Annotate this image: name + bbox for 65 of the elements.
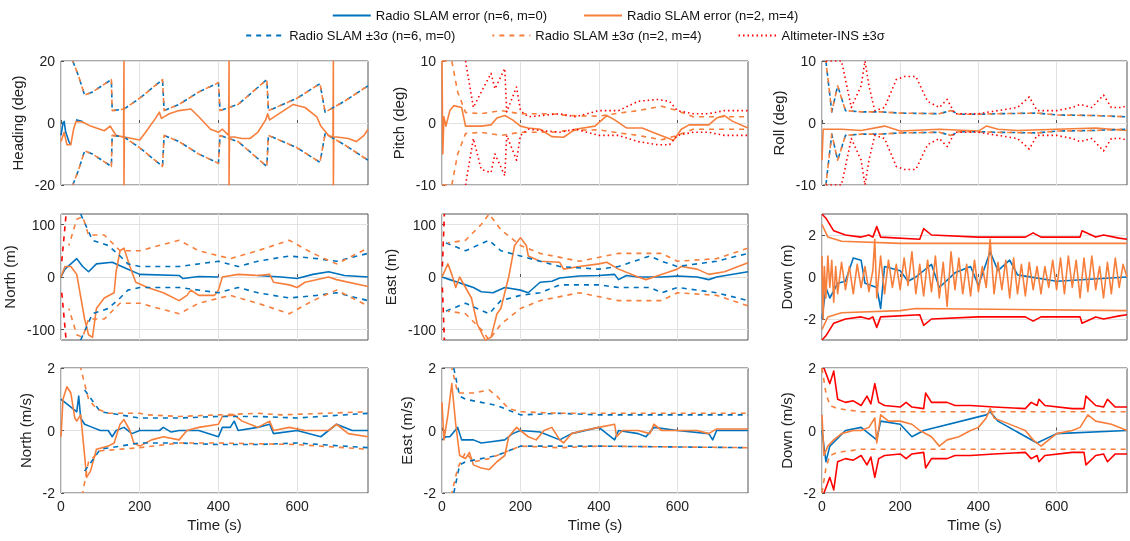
x-tick-label: 0: [818, 498, 827, 514]
legend-label: Radio SLAM ±3σ (n=6, m=0): [289, 28, 456, 43]
y-tick-label: 2: [47, 360, 56, 376]
y-axis-title: North (m): [1, 245, 18, 309]
x-tick-label: 400: [587, 498, 611, 514]
y-tick-label: 0: [47, 422, 56, 439]
legend-label: Altimeter-INS ±3σ: [781, 28, 885, 43]
x-axis-title: Time (s): [567, 516, 623, 533]
legend-label: Radio SLAM error (n=2, m=4): [627, 8, 799, 23]
legend-label: Radio SLAM ±3σ (n=2, m=4): [535, 28, 702, 43]
y-axis-title: Roll (deg): [770, 90, 787, 156]
x-tick-label: 0: [57, 498, 66, 514]
y-tick-label: 100: [31, 216, 56, 233]
x-tick-label: 0: [438, 498, 447, 514]
y-tick-label: -20: [34, 177, 56, 193]
y-tick-label: 20: [39, 53, 56, 69]
line-series: [821, 213, 1128, 240]
y-axis-title: Down (m): [778, 244, 795, 310]
line-series: [821, 410, 1128, 463]
x-tick-label: 200: [508, 498, 533, 514]
y-tick-label: -10: [795, 177, 817, 193]
x-tick-label: 200: [128, 498, 152, 514]
line-series: [60, 60, 369, 186]
y-tick-label: 0: [47, 115, 56, 131]
y-tick-label: 0: [808, 269, 817, 285]
line-series: [83, 389, 369, 419]
y-tick-label: -10: [415, 177, 437, 193]
y-axis-title: East (m): [382, 248, 399, 306]
line-series: [445, 239, 749, 270]
y-tick-label: 2: [428, 360, 437, 376]
x-tick-label: 600: [665, 498, 690, 514]
y-tick-label: 0: [428, 115, 437, 131]
legend-label: Radio SLAM error (n=6, m=0): [375, 8, 547, 23]
y-tick-label: 10: [800, 53, 817, 69]
y-axis-title: Pitch (deg): [390, 86, 407, 160]
line-series: [821, 314, 1128, 341]
y-tick-label: -2: [42, 485, 56, 501]
x-tick-label: 400: [206, 498, 231, 514]
x-axis-title: Time (s): [947, 516, 1002, 533]
y-tick-label: 0: [428, 422, 437, 439]
x-tick-label: 600: [285, 498, 310, 514]
x-tick-label: 400: [966, 498, 991, 514]
y-tick-label: 0: [808, 422, 817, 439]
y-tick-label: 10: [420, 53, 437, 69]
x-axis-title: Time (s): [187, 516, 242, 533]
y-tick-label: 2: [808, 360, 817, 376]
y-tick-label: 2: [808, 227, 817, 243]
line-series: [60, 395, 369, 438]
y-tick-label: 100: [412, 216, 437, 233]
y-tick-label: 0: [47, 269, 56, 285]
y-tick-label: -100: [26, 321, 56, 338]
y-axis-title: East (m/s): [398, 396, 415, 465]
y-axis-title: Down (m/s): [778, 392, 795, 469]
line-series: [441, 426, 749, 444]
y-tick-label: -2: [803, 311, 817, 327]
y-tick-label: -2: [423, 485, 437, 501]
line-series: [83, 442, 369, 472]
y-axis-title: North (m/s): [17, 393, 34, 468]
y-tick-label: -100: [407, 321, 437, 338]
y-axis-title: Heading (deg): [9, 75, 26, 171]
x-tick-label: 200: [888, 498, 913, 514]
y-tick-label: 0: [428, 269, 437, 285]
y-tick-label: -2: [803, 485, 817, 501]
x-tick-label: 600: [1044, 498, 1069, 514]
y-tick-label: 0: [808, 115, 817, 131]
